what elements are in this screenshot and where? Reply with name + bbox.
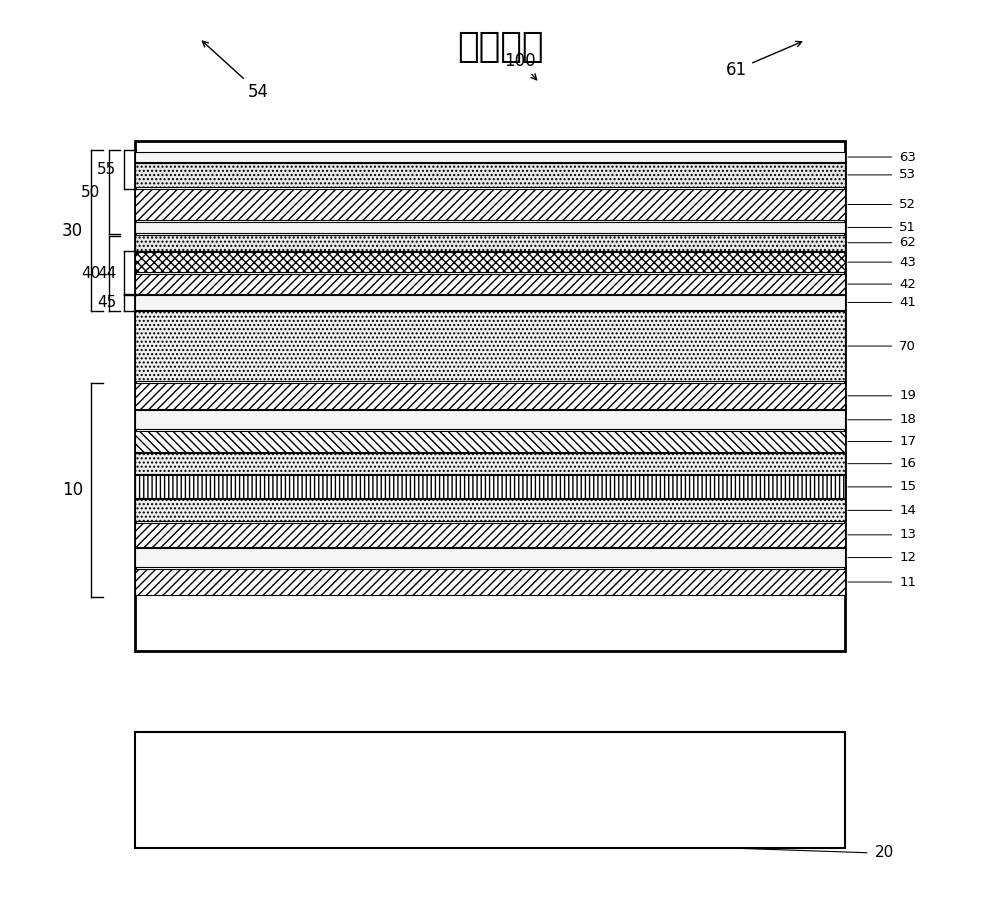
Text: 11: 11 [899,575,916,588]
Bar [135,732,845,848]
Text: 40: 40 [81,265,101,281]
Bar [135,252,845,273]
Text: 12: 12 [899,551,916,564]
Text: 54: 54 [202,41,269,101]
Bar [135,548,845,567]
Bar [135,189,845,220]
Bar [135,163,845,187]
Bar [135,475,845,498]
Text: 18: 18 [899,414,916,426]
Text: 61: 61 [726,42,802,78]
Bar [135,222,845,233]
Bar [135,295,845,310]
Bar [135,569,845,595]
Text: 观察者侧: 观察者侧 [457,30,543,65]
Text: 41: 41 [899,296,916,309]
Text: 45: 45 [97,295,116,310]
Text: 19: 19 [899,389,916,403]
Text: 43: 43 [899,255,916,269]
Text: 62: 62 [899,236,916,249]
Text: 50: 50 [81,185,101,200]
Bar [135,431,845,453]
Text: 20: 20 [875,845,894,860]
Bar [135,383,845,409]
Bar [135,141,845,652]
Text: 53: 53 [899,168,916,182]
Bar [135,499,845,522]
Text: 42: 42 [899,277,916,291]
Text: 55: 55 [97,162,116,177]
Bar [135,454,845,474]
Bar [135,311,845,381]
Text: 63: 63 [899,151,916,164]
Text: 17: 17 [899,435,916,448]
Text: 10: 10 [62,481,83,499]
Bar [135,410,845,429]
Text: 52: 52 [899,198,916,211]
Bar [135,274,845,295]
Text: 70: 70 [899,340,916,353]
Text: 14: 14 [899,504,916,517]
Text: 15: 15 [899,480,916,494]
Text: 13: 13 [899,528,916,542]
Text: 51: 51 [899,221,916,234]
Text: 30: 30 [62,222,83,240]
Text: 44: 44 [97,265,116,281]
Text: 100: 100 [504,52,537,80]
Bar [135,153,845,162]
Text: 16: 16 [899,457,916,470]
Bar [135,523,845,547]
Bar [135,235,845,251]
